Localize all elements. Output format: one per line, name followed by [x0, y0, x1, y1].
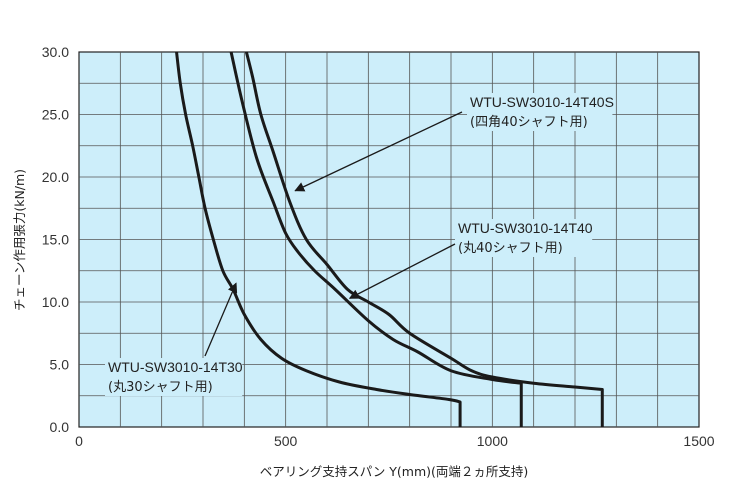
series-line-1 [175, 51, 462, 427]
annotation-arrow [204, 282, 238, 357]
annotation-label: WTU-SW3010-14T40S [470, 94, 614, 110]
annotation-arrow [294, 111, 463, 192]
annotation-backdrop [105, 358, 243, 396]
annotation-sublabel: (四角40シャフト用) [470, 115, 588, 130]
annotation-backdrop [467, 93, 613, 131]
annotations: WTU-SW3010-14T30 (丸30シャフト用) WTU-SW3010-14T… [105, 93, 614, 396]
y-tick-label: 25.0 [42, 107, 69, 123]
series-line-3 [244, 51, 604, 427]
x-axis-ticks: 0 500 1000 1500 [75, 433, 715, 449]
y-tick-label: 20.0 [42, 169, 69, 185]
y-tick-label: 0.0 [50, 419, 70, 435]
y-tick-label: 30.0 [42, 44, 69, 60]
series-lines [175, 51, 604, 427]
annotation-label: WTU-SW3010-14T40 [458, 220, 593, 236]
y-axis-title: チェーン作用張力(kN/m) [12, 169, 27, 311]
y-tick-label: 15.0 [42, 232, 69, 248]
annotation-backdrop [455, 219, 593, 257]
x-tick-label: 0 [75, 433, 83, 449]
y-tick-label: 5.0 [50, 357, 70, 373]
y-tick-label: 10.0 [42, 294, 69, 310]
annotation-arrow [348, 243, 456, 299]
x-tick-label: 1000 [477, 433, 508, 449]
x-axis-title: ベアリング支持スパン Y(mm)(両端２ヵ所支持) [260, 464, 529, 479]
annotation-sublabel: (丸30シャフト用) [108, 380, 213, 395]
annotation-label: WTU-SW3010-14T30 [108, 359, 243, 375]
annotation-sublabel: (丸40シャフト用) [458, 241, 563, 256]
x-tick-label: 1500 [683, 433, 714, 449]
series-line-2 [229, 51, 523, 427]
x-tick-label: 500 [274, 433, 298, 449]
y-axis-ticks: 0.0 5.0 10.0 15.0 20.0 25.0 30.0 [42, 44, 69, 435]
